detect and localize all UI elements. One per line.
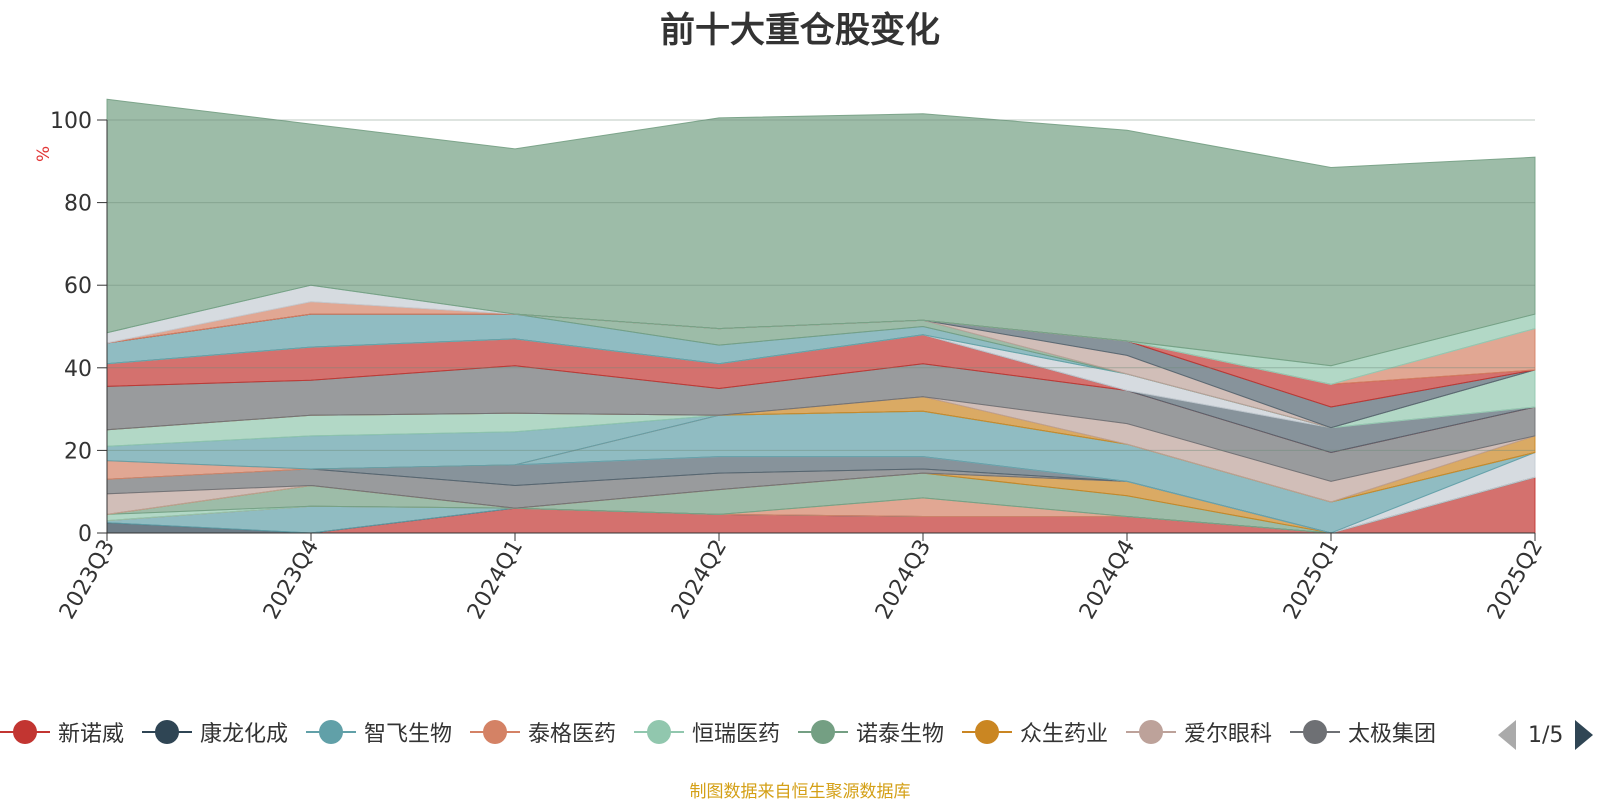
legend-item[interactable]: 康龙化成	[142, 710, 288, 754]
legend-label: 诺泰生物	[856, 722, 945, 747]
y-tick-label: 60	[64, 274, 92, 299]
legend-item[interactable]: 恒瑞医药	[634, 710, 780, 754]
y-tick-label: 0	[78, 522, 92, 547]
legend-label: 众生药业	[1020, 722, 1109, 747]
legend-marker-icon	[306, 720, 356, 744]
x-tick-label: 2024Q2	[667, 536, 732, 624]
y-tick-label: 20	[64, 439, 92, 464]
legend-marker-icon	[798, 720, 848, 744]
legend: 新诺威 康龙化成 智飞生物 泰格医药 恒瑞医药 诺泰生物 众生药业 爱尔眼科 太极集团	[0, 710, 1490, 754]
x-tick-label: 2024Q3	[871, 536, 936, 624]
legend-marker-icon	[1126, 720, 1176, 744]
data-source-footer: 制图数据来自恒生聚源数据库	[689, 782, 911, 802]
legend-item[interactable]: 诺泰生物	[798, 710, 944, 754]
area-series-layer	[106, 98, 1536, 534]
legend-marker-icon	[962, 720, 1012, 744]
legend-item[interactable]: 太极集团	[1290, 710, 1436, 754]
x-tick-label: 2023Q3	[55, 536, 120, 624]
area-series-31	[106, 98, 1536, 367]
legend-item[interactable]: 智飞生物	[306, 710, 452, 754]
legend-pager: 1/5	[1498, 718, 1594, 752]
legend-label: 泰格医药	[528, 722, 617, 747]
x-tick-label: 2024Q4	[1075, 536, 1140, 624]
legend-item[interactable]: 众生药业	[962, 710, 1108, 754]
legend-label: 爱尔眼科	[1184, 722, 1273, 747]
legend-marker-icon	[470, 720, 520, 744]
y-tick-label: 100	[50, 109, 92, 134]
legend-marker-icon	[634, 720, 684, 744]
x-tick-label: 2024Q1	[463, 536, 528, 624]
legend-label: 康龙化成	[200, 722, 289, 747]
x-tick-label: 2025Q1	[1279, 536, 1344, 624]
legend-marker-icon	[142, 720, 192, 744]
x-tick-label: 2025Q2	[1483, 536, 1548, 624]
y-tick-label: 80	[64, 192, 92, 217]
legend-prev-page-icon[interactable]	[1498, 720, 1516, 750]
legend-label: 太极集团	[1348, 722, 1437, 747]
legend-item[interactable]: 新诺威	[0, 710, 124, 754]
legend-label: 智飞生物	[364, 722, 453, 747]
legend-item[interactable]: 泰格医药	[470, 710, 616, 754]
legend-page-indicator: 1/5	[1528, 722, 1564, 748]
legend-label: 新诺威	[58, 722, 125, 747]
gridlines	[107, 119, 1535, 451]
x-tick-label: 2023Q4	[259, 536, 324, 624]
legend-label: 恒瑞医药	[692, 722, 781, 747]
legend-next-page-icon[interactable]	[1575, 720, 1594, 750]
y-tick-label: 40	[64, 357, 92, 382]
legend-marker-icon	[0, 720, 50, 744]
y-axis-unit-label: %	[34, 146, 54, 162]
chart-title: 前十大重仓股变化	[659, 11, 940, 51]
chart-plot: 0 20 40 60 80 100 2023Q3 2023Q4 2024Q1 2024Q2 2024…	[34, 98, 1548, 624]
legend-marker-icon	[1290, 720, 1340, 744]
legend-item[interactable]: 爱尔眼科	[1126, 710, 1272, 754]
